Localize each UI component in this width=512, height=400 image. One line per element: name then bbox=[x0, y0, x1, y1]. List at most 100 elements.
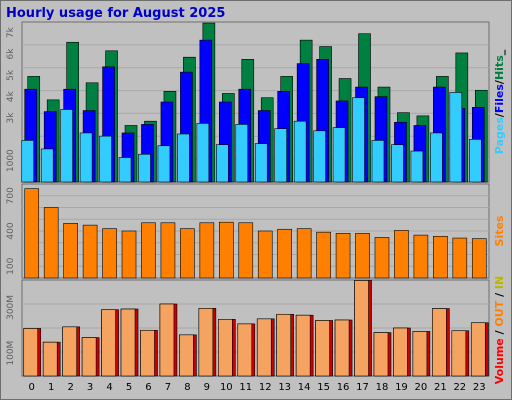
bar-pages bbox=[352, 97, 365, 183]
bar-pages bbox=[21, 140, 35, 183]
legend-entry: Pages bbox=[493, 117, 506, 155]
chart-title: Hourly usage for August 2025 bbox=[6, 6, 226, 21]
bar-volume bbox=[393, 327, 408, 377]
legend-entry: IN bbox=[493, 276, 506, 289]
xtick-label: 0 bbox=[29, 382, 35, 393]
bar-sites bbox=[413, 234, 429, 279]
legend-entry: / bbox=[493, 289, 506, 301]
bar-volume bbox=[81, 337, 97, 377]
bar-pages bbox=[391, 144, 404, 183]
bar-pages bbox=[40, 148, 54, 183]
bar-sites bbox=[355, 233, 370, 279]
bar-pages bbox=[293, 120, 307, 183]
ytick-label: 3k bbox=[6, 112, 16, 124]
ytick-label: 7k bbox=[6, 26, 16, 38]
bar-sites bbox=[335, 233, 351, 279]
bar-sites bbox=[180, 228, 195, 279]
legend-entry: / bbox=[493, 327, 506, 339]
bar-volume bbox=[140, 329, 155, 377]
bar-pages bbox=[449, 92, 463, 183]
legend-entry: / bbox=[493, 112, 506, 117]
bar-pages bbox=[410, 150, 424, 183]
legend-entry: OUT bbox=[493, 300, 506, 326]
xtick-label: 9 bbox=[204, 382, 210, 393]
bar-pages bbox=[196, 123, 210, 183]
bar-sites bbox=[24, 188, 40, 279]
bar-sites bbox=[238, 222, 254, 279]
bar-volume bbox=[23, 328, 39, 377]
bar-volume bbox=[101, 309, 116, 377]
bar-sites bbox=[277, 228, 292, 279]
legend-volume-in-out: Volume / OUT / IN bbox=[493, 276, 506, 384]
bar-sites bbox=[452, 237, 468, 279]
xtick-label: 13 bbox=[278, 382, 291, 393]
bar-pages bbox=[371, 140, 385, 183]
legend-entry: Sites bbox=[493, 215, 506, 246]
xtick-label: 22 bbox=[453, 382, 466, 393]
bar-volume bbox=[159, 303, 175, 377]
xtick-label: 21 bbox=[434, 382, 447, 393]
bar-sites bbox=[141, 222, 156, 279]
xtick-label: 3 bbox=[87, 382, 93, 393]
xtick-label: 1 bbox=[48, 382, 54, 393]
bar-pages bbox=[235, 124, 249, 183]
bar-sites bbox=[219, 221, 234, 279]
xtick-label: 12 bbox=[259, 382, 272, 393]
ytick-label: 700 bbox=[6, 187, 16, 204]
ytick-label: 400 bbox=[6, 222, 16, 239]
xtick-label: 19 bbox=[395, 382, 408, 393]
bar-pages bbox=[157, 145, 171, 183]
bar-volume bbox=[276, 313, 291, 377]
xtick-label: 17 bbox=[356, 382, 369, 393]
legend-entry: / bbox=[493, 79, 506, 84]
bar-sites bbox=[374, 237, 390, 279]
ytick-label: 100 bbox=[6, 257, 16, 274]
bar-volume bbox=[315, 320, 330, 377]
bar-volume bbox=[218, 319, 233, 377]
bar-pages bbox=[274, 128, 287, 183]
legend-entry: _ bbox=[493, 49, 506, 55]
bar-pages bbox=[99, 135, 112, 183]
chart-panel-1: 1000 3k 4k 5k 6k 7k bbox=[6, 21, 490, 183]
bar-sites bbox=[471, 238, 487, 279]
bar-pages bbox=[468, 139, 482, 183]
ytick-label: 4k bbox=[6, 90, 16, 102]
bar-pages bbox=[118, 157, 132, 183]
bar-pages bbox=[138, 153, 151, 183]
bar-sites bbox=[102, 228, 117, 279]
legend-entry: Hits bbox=[493, 55, 506, 80]
bar-volume bbox=[451, 330, 467, 377]
bar-volume bbox=[470, 322, 486, 377]
xtick-label: 4 bbox=[106, 382, 112, 393]
bar-volume bbox=[432, 308, 447, 377]
bar-sites bbox=[82, 224, 98, 279]
bar-pages bbox=[216, 144, 229, 183]
bar-volume bbox=[295, 314, 311, 377]
legend-entry: Files bbox=[493, 84, 506, 114]
legend-sites: Sites bbox=[493, 215, 506, 246]
bar-volume bbox=[412, 331, 428, 377]
legend-entry: Volume bbox=[493, 338, 506, 384]
xtick-label: 2 bbox=[67, 382, 73, 393]
bar-sites bbox=[433, 235, 448, 279]
bar-volume bbox=[62, 326, 77, 377]
bar-sites bbox=[63, 223, 78, 279]
chart-panel-3: 100M 300M bbox=[6, 279, 490, 377]
bar-volume bbox=[179, 334, 194, 377]
bar-volume bbox=[42, 341, 58, 377]
bar-pages bbox=[177, 133, 190, 183]
bar-pages bbox=[332, 127, 346, 183]
xtick-label: 10 bbox=[220, 382, 233, 393]
ytick-label: 300M bbox=[6, 295, 16, 320]
bar-sites bbox=[296, 228, 312, 279]
ytick-label: 6k bbox=[6, 48, 16, 60]
xtick-label: 6 bbox=[145, 382, 151, 393]
legend-hits-files-pages: Pages/Files/Hits_ bbox=[493, 49, 506, 154]
bar-volume bbox=[198, 308, 214, 377]
bar-volume bbox=[334, 319, 350, 377]
bar-sites bbox=[257, 230, 273, 279]
xtick-label: 5 bbox=[126, 382, 132, 393]
bar-volume bbox=[256, 318, 272, 377]
ytick-label: 1000 bbox=[6, 149, 16, 172]
bar-sites bbox=[43, 207, 59, 279]
